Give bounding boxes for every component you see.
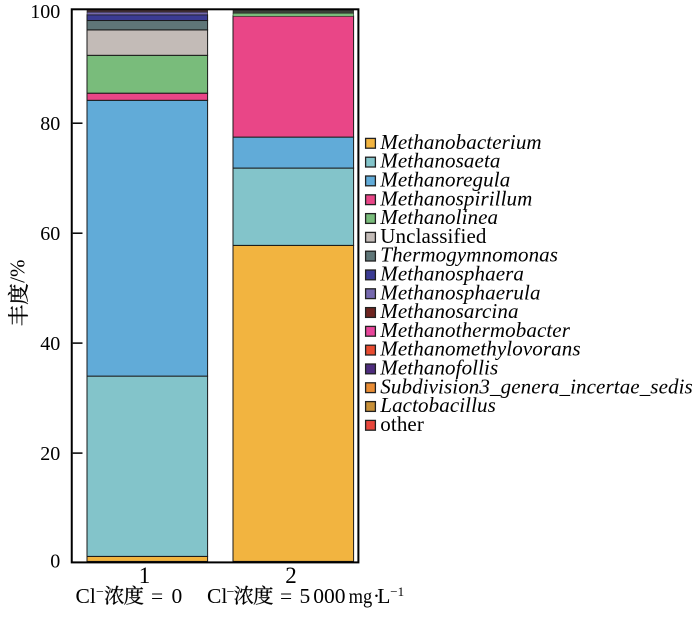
svg-text:000: 000 xyxy=(313,584,345,608)
svg-text:Cl: Cl xyxy=(76,584,96,608)
svg-text:mg: mg xyxy=(349,584,373,608)
svg-text:2: 2 xyxy=(285,563,297,588)
svg-text:5: 5 xyxy=(300,584,311,608)
svg-text:80: 80 xyxy=(40,113,60,135)
svg-text:−1: −1 xyxy=(390,584,404,599)
svg-text:Methanoregula: Methanoregula xyxy=(379,168,510,192)
svg-text:=: = xyxy=(280,584,292,608)
svg-text:other: other xyxy=(380,412,424,436)
svg-text:Methanosarcina: Methanosarcina xyxy=(379,299,518,323)
svg-text:Methanosphaerula: Methanosphaerula xyxy=(379,280,540,304)
svg-text:Methanothermobacter: Methanothermobacter xyxy=(379,318,570,342)
svg-text:0: 0 xyxy=(50,550,60,572)
svg-text:Thermogymnomonas: Thermogymnomonas xyxy=(380,243,558,267)
svg-text:L: L xyxy=(377,584,390,608)
svg-text:=: = xyxy=(151,584,163,608)
svg-text:Subdivision3_genera_incertae_s: Subdivision3_genera_incertae_sedis xyxy=(380,374,693,398)
svg-text:1: 1 xyxy=(139,563,151,588)
svg-text:60: 60 xyxy=(40,223,60,245)
svg-text:Methanosaeta: Methanosaeta xyxy=(379,149,500,173)
svg-text:Cl: Cl xyxy=(207,584,227,608)
svg-text:Methanobacterium: Methanobacterium xyxy=(379,130,541,154)
svg-text:−: − xyxy=(96,585,104,600)
svg-text:Methanospirillum: Methanospirillum xyxy=(379,186,532,210)
svg-text:Methanosphaera: Methanosphaera xyxy=(379,262,524,286)
svg-text:Methanomethylovorans: Methanomethylovorans xyxy=(379,337,580,361)
svg-text:Unclassified: Unclassified xyxy=(380,224,487,248)
svg-text:Lactobacillus: Lactobacillus xyxy=(379,393,496,417)
svg-text:0: 0 xyxy=(172,584,183,608)
svg-text:20: 20 xyxy=(40,443,60,465)
svg-text:−: − xyxy=(227,585,235,600)
svg-text:Methanofollis: Methanofollis xyxy=(379,356,498,380)
svg-text:100: 100 xyxy=(30,1,60,23)
svg-text:/%: /% xyxy=(6,259,30,282)
svg-text:·: · xyxy=(373,584,380,608)
svg-text:40: 40 xyxy=(40,333,60,355)
svg-text:Methanolinea: Methanolinea xyxy=(379,205,498,229)
